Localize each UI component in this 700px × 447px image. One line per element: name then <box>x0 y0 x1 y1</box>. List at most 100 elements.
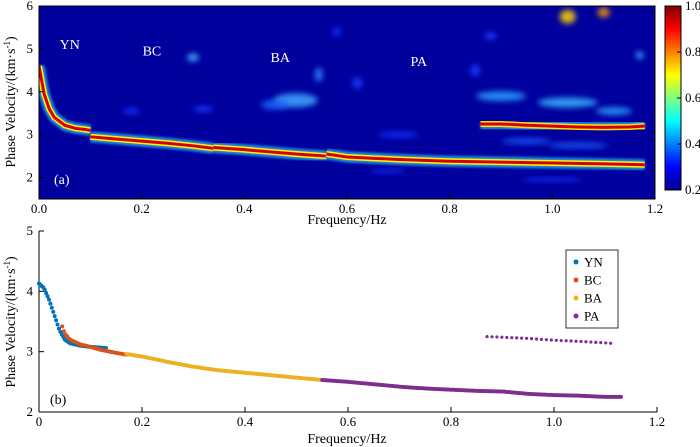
data-point <box>46 297 51 302</box>
data-point <box>56 326 61 331</box>
energy-patch <box>261 99 290 110</box>
x-tick-label: 0.4 <box>237 414 254 429</box>
legend: YN BC BA PA <box>565 249 619 329</box>
energy-patch <box>187 53 199 62</box>
y-tick-label: 4 <box>27 84 34 99</box>
y-title-close: ) <box>4 36 19 41</box>
data-point <box>525 336 529 340</box>
legend-marker-yn <box>573 259 579 265</box>
panel-b-data-points <box>37 281 623 399</box>
data-point <box>500 335 504 339</box>
data-point <box>604 341 608 345</box>
ridge-core-pa <box>326 152 645 167</box>
colorbar-tick-label: 1.0 <box>685 0 700 13</box>
panel-b-x-axis: 0 0.2 0.4 0.6 0.8 1.0 1.2 <box>36 407 665 429</box>
legend-label-bc: BC <box>584 273 601 288</box>
y-title-sup: -1 <box>2 41 12 49</box>
data-point <box>60 324 65 329</box>
legend-label-yn: YN <box>584 255 603 270</box>
panel-a-energy-patches <box>123 7 644 182</box>
panel-a-dispersion-ridges <box>39 65 646 171</box>
energy-patch <box>501 138 552 145</box>
x-tick-label: 0 <box>36 414 43 429</box>
panel-b-axes <box>38 231 657 413</box>
x-tick-label: 1.2 <box>649 414 665 429</box>
energy-patch <box>559 9 576 24</box>
y-title-main: Phase Velocity/(km·s <box>4 269 19 388</box>
data-point <box>61 329 66 334</box>
legend-marker-ba <box>573 295 579 301</box>
region-label-bc: BC <box>143 44 162 59</box>
x-tick-label: 0.2 <box>134 201 150 216</box>
y-tick-label: 2 <box>27 170 34 185</box>
data-point <box>564 339 568 343</box>
energy-patch <box>548 142 608 149</box>
energy-patch <box>537 97 598 108</box>
data-point <box>42 287 47 292</box>
energy-patch <box>193 105 214 112</box>
data-point <box>520 336 524 340</box>
data-point <box>594 340 598 344</box>
data-point <box>584 340 588 344</box>
y-tick-label: 2 <box>27 404 34 419</box>
data-point <box>49 305 54 310</box>
data-point <box>529 337 534 341</box>
panel-b-label: (b) <box>50 393 67 408</box>
colorbar-tick-label: 0.6 <box>685 90 700 105</box>
energy-patch <box>370 169 407 174</box>
data-point <box>485 334 489 339</box>
panel-a-y-axis-title: Phase Velocity/(km·s-1) <box>2 36 19 168</box>
panel-a-label: (a) <box>54 173 70 188</box>
data-point <box>534 337 539 341</box>
data-point <box>549 338 553 342</box>
series-pa <box>320 378 623 399</box>
panel-a-y-axis: 2 3 4 5 6 <box>27 0 44 185</box>
data-point <box>55 322 60 327</box>
legend-label-pa: PA <box>584 309 600 324</box>
energy-patch <box>352 77 363 90</box>
region-label-pa: PA <box>411 55 429 70</box>
x-tick-label: 0.6 <box>339 201 356 216</box>
x-tick-label: 0.0 <box>31 201 47 216</box>
data-point <box>48 301 53 306</box>
data-point <box>54 318 59 323</box>
data-point <box>569 339 573 343</box>
x-tick-label: 1.2 <box>647 201 663 216</box>
ridge-core-yn <box>39 65 91 132</box>
data-point <box>589 340 593 344</box>
colorbar-tick-label: 0.2 <box>685 182 700 197</box>
y-title-sup: -1 <box>2 261 12 269</box>
x-tick-label: 0.8 <box>443 414 459 429</box>
data-point <box>559 338 563 343</box>
y-title-main: Phase Velocity/(km·s <box>4 49 19 168</box>
y-tick-label: 6 <box>27 0 34 13</box>
x-tick-label: 1.0 <box>544 201 560 216</box>
x-tick-label: 0.6 <box>340 414 357 429</box>
x-tick-label: 0.4 <box>236 201 253 216</box>
x-tick-label: 0.8 <box>442 201 458 216</box>
y-tick-label: 4 <box>27 283 34 298</box>
energy-patch <box>484 32 497 41</box>
legend-marker-bc <box>573 277 579 283</box>
y-tick-label: 3 <box>27 344 34 359</box>
series-bc <box>60 324 129 357</box>
data-point <box>44 290 49 295</box>
data-point <box>52 314 57 319</box>
energy-patch <box>332 26 341 37</box>
data-point <box>45 294 50 299</box>
panel-a-x-axis-title: Frequency/Hz <box>307 213 386 228</box>
energy-patch <box>635 51 644 60</box>
x-tick-label: 0.2 <box>134 414 150 429</box>
energy-patch <box>123 108 140 115</box>
panel-a-x-axis: 0.0 0.2 0.4 0.6 0.8 1.0 1.2 <box>31 194 663 216</box>
y-tick-label: 5 <box>27 41 34 56</box>
data-point <box>515 336 519 340</box>
energy-patch <box>378 131 419 138</box>
y-title-close: ) <box>4 256 19 261</box>
energy-patch <box>314 67 323 82</box>
data-point <box>618 394 623 399</box>
legend-marker-pa <box>573 313 579 319</box>
panel-a-region-labels: YN BC BA PA <box>60 38 428 70</box>
ridge-core-pa-higher-mode <box>480 122 645 129</box>
panel-b-y-axis: 2 3 4 5 <box>27 223 44 419</box>
